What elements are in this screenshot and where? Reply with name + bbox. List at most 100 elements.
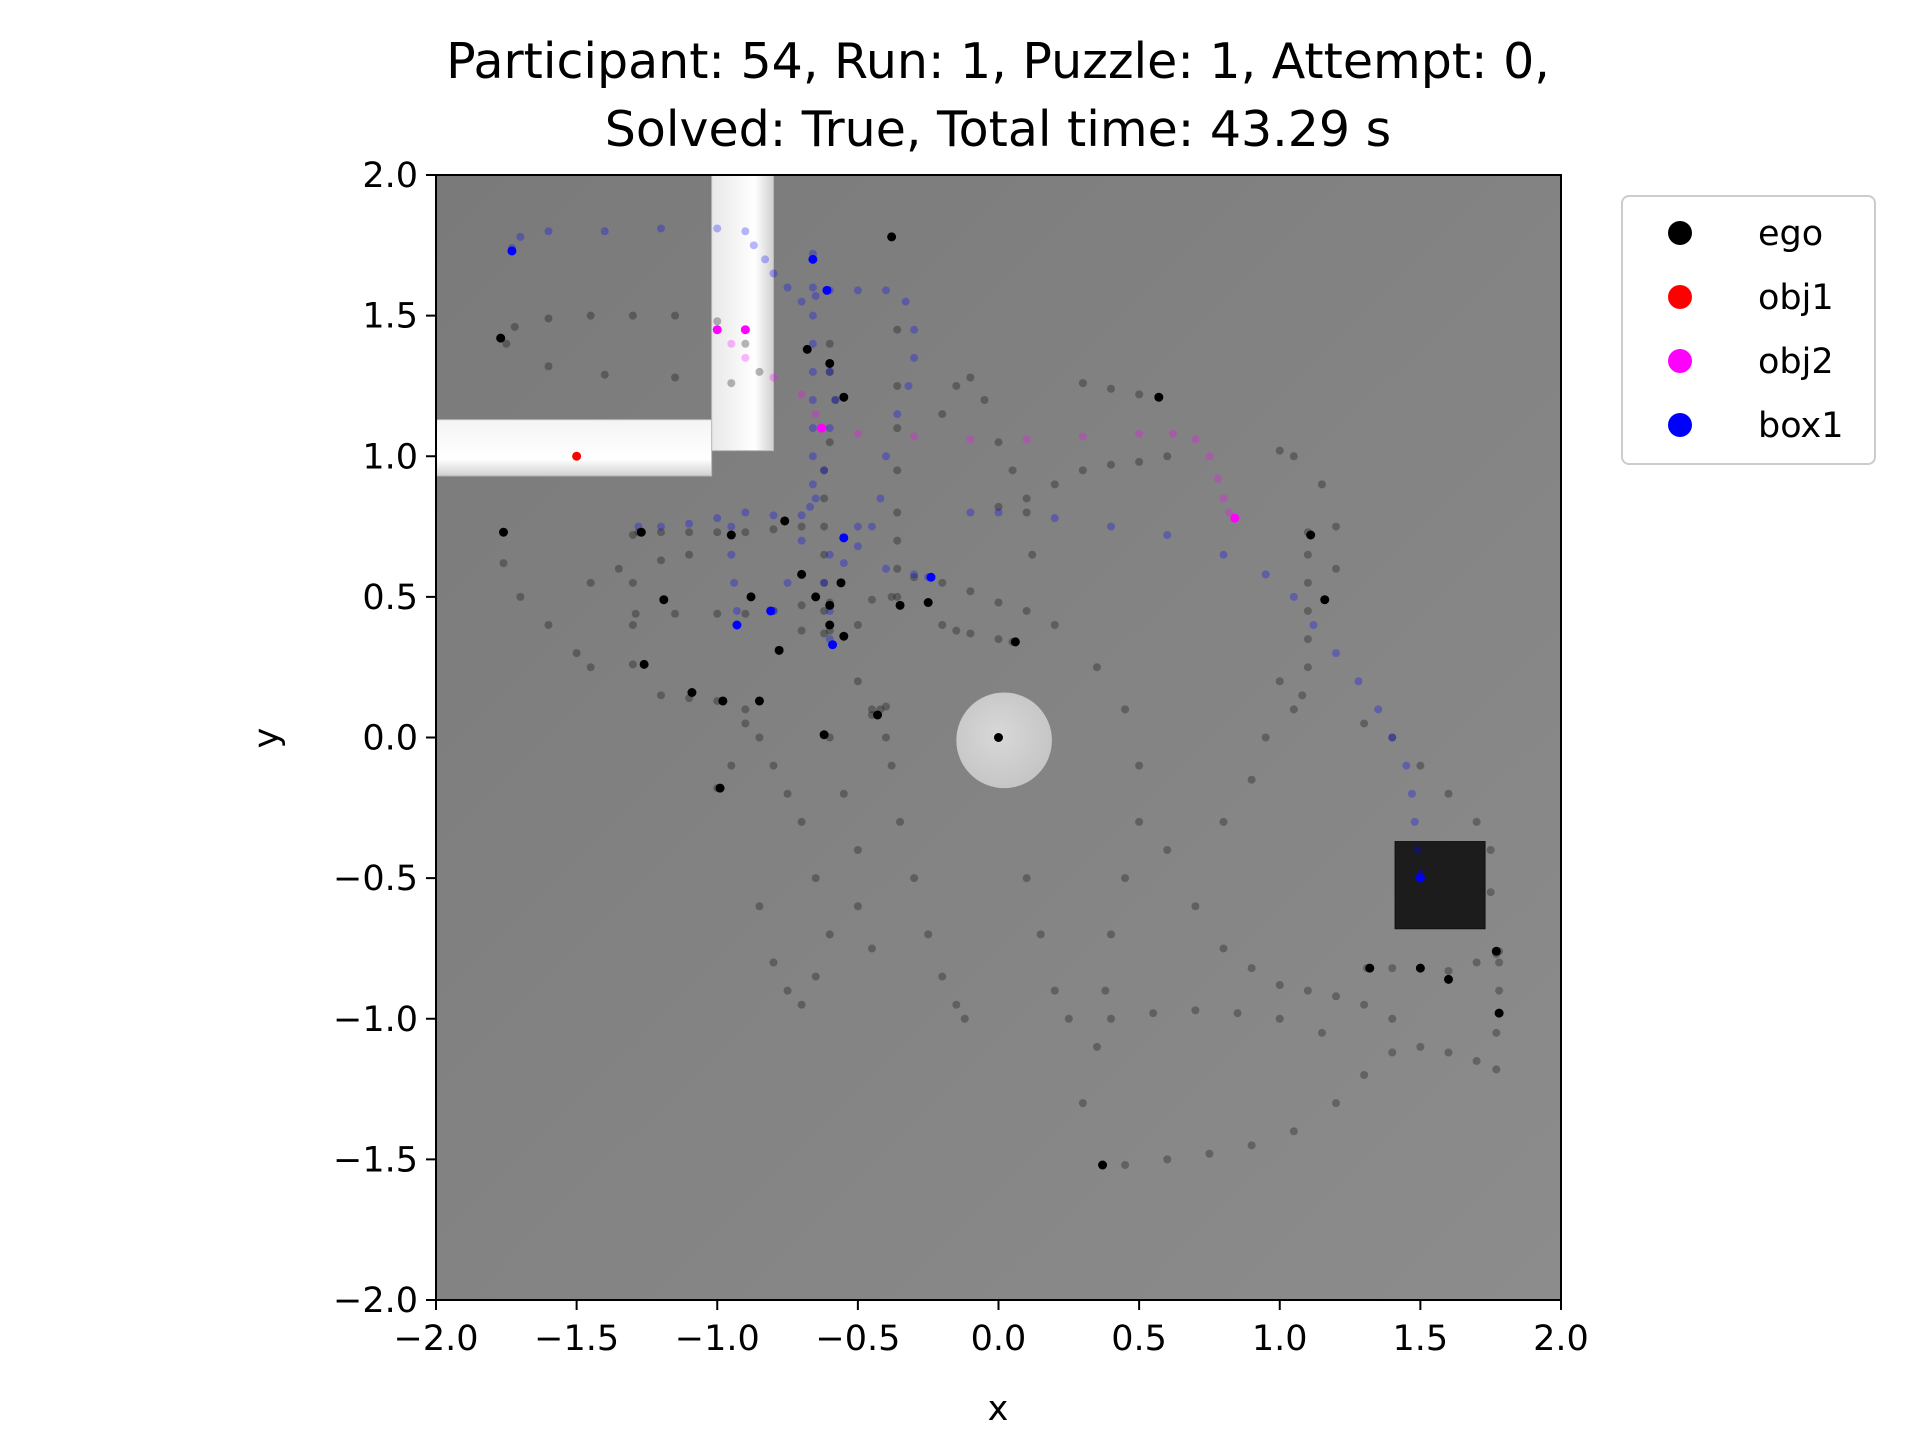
box1-trail-point: [783, 283, 792, 292]
top-wall: [711, 175, 774, 452]
ego-marker: [1365, 963, 1375, 973]
ego-trail-point: [1078, 466, 1087, 475]
ego-trail-point: [910, 874, 919, 883]
ego-trail-point: [713, 528, 722, 537]
ego-trail-point: [544, 314, 553, 323]
ego-marker: [797, 569, 807, 579]
box1-trail-point: [657, 224, 665, 233]
ego-trail-point: [893, 536, 902, 545]
box1-trail-point: [783, 578, 792, 587]
ego-trail-point: [994, 438, 1003, 447]
ego-trail-point: [769, 525, 778, 534]
box1-trail-point: [910, 570, 919, 579]
y-tick-label: 1.0: [362, 437, 418, 477]
ego-trail-point: [755, 733, 764, 742]
box1-trail-point: [1388, 733, 1397, 742]
ego-trail-point: [1050, 986, 1059, 995]
ego-trail-point: [867, 595, 876, 604]
ego-trail-point: [1205, 1149, 1214, 1158]
box1-trail-point: [1374, 705, 1383, 714]
ego-trail-point: [1135, 390, 1144, 399]
ego-trail-point: [910, 573, 919, 582]
y-axis-label: y: [247, 728, 287, 749]
ego-trail-point: [853, 902, 862, 911]
box1-trail-point: [853, 286, 862, 295]
legend-label-ego: ego: [1758, 214, 1823, 254]
obj2-marker: [712, 325, 722, 335]
x-tick-label: −1.0: [675, 1319, 760, 1359]
box1-trail-point: [769, 269, 778, 278]
ego-trail-point: [1289, 452, 1298, 461]
ego-trail-point: [1008, 466, 1017, 475]
box1-trail-point: [893, 410, 902, 419]
ego-trail-point: [499, 559, 508, 568]
box1-trail-point: [820, 466, 829, 475]
ego-trail-point: [671, 609, 680, 618]
ego-trail-point: [820, 578, 829, 587]
ego-trail-point: [820, 550, 829, 559]
ego-trail-point: [727, 761, 736, 770]
ego-trail-point: [1303, 635, 1312, 644]
ego-trail-point: [755, 367, 764, 376]
obj2-trail-point: [1225, 508, 1234, 517]
box1-trail-point: [1163, 531, 1172, 539]
ego-trail-point: [685, 550, 694, 559]
box1-trail-point: [1219, 550, 1228, 559]
box1-trail-point: [839, 559, 848, 568]
box1-trail-point: [797, 297, 806, 306]
ego-trail-point: [938, 972, 947, 981]
box1-trail-point: [1354, 677, 1363, 686]
box1-trail-point: [1050, 514, 1059, 523]
ego-trail-point: [1444, 789, 1453, 798]
box1-trail-point: [713, 224, 722, 233]
ego-marker: [639, 659, 649, 669]
box1-trail-point: [882, 286, 890, 295]
box1-marker: [828, 640, 838, 650]
ego-trail-point: [820, 522, 829, 531]
ego-marker: [825, 600, 835, 610]
ego-trail-point: [820, 466, 829, 475]
ego-trail-point: [614, 564, 623, 573]
box1-trail-point: [1261, 570, 1270, 579]
ego-trail-point: [1486, 846, 1495, 854]
ego-trail-point: [1332, 522, 1340, 531]
y-tick-label: −0.5: [333, 859, 418, 899]
ego-trail-point: [825, 930, 834, 939]
ego-trail-point: [769, 761, 778, 770]
ego-trail-point: [1050, 621, 1059, 629]
x-tick-label: 2.0: [1533, 1319, 1589, 1359]
ego-trail-point: [1163, 452, 1172, 461]
box1-trail-point: [910, 353, 919, 362]
ego-trail-point: [1303, 663, 1312, 672]
ego-marker: [715, 783, 725, 793]
ego-marker: [1098, 1160, 1108, 1170]
ego-marker: [802, 344, 812, 354]
ego-trail-point: [1191, 1006, 1200, 1015]
ego-trail-point: [741, 719, 750, 728]
ego-trail-point: [952, 626, 961, 635]
box1-trail-point: [853, 522, 862, 531]
ego-trail-point: [586, 311, 595, 320]
plot-area: [435, 174, 1562, 1301]
y-tick-label: −2.0: [333, 1281, 418, 1321]
y-tick-label: 0.0: [362, 719, 418, 759]
ego-marker: [1444, 974, 1453, 984]
obj2-trail-point: [910, 432, 919, 441]
ego-trail-point: [1064, 1014, 1073, 1023]
ego-trail-point: [1472, 817, 1481, 826]
ego-marker: [1320, 595, 1330, 605]
ego-trail-point: [1317, 480, 1326, 489]
box1-trail-point: [910, 325, 919, 334]
ego-trail-point: [1492, 1028, 1501, 1037]
box1-trail-point: [811, 494, 820, 503]
ego-trail-point: [1360, 719, 1369, 728]
ego-trail-point: [1163, 1155, 1172, 1164]
pedestal: [956, 692, 1052, 789]
ego-marker: [496, 333, 506, 343]
obj2-marker: [1230, 513, 1240, 523]
box1-trail-point: [732, 606, 741, 615]
x-tick-label: −0.5: [815, 1319, 900, 1359]
scene: [436, 175, 1486, 930]
ego-trail-point: [1247, 964, 1256, 973]
obj2-trail-point: [853, 429, 862, 438]
